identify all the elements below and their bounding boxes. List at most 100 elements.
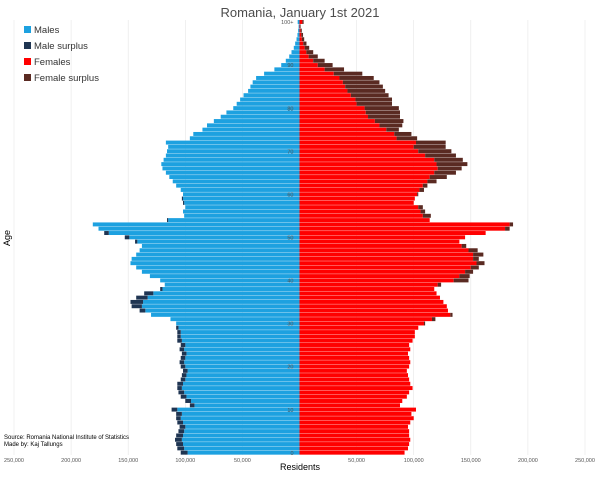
male-bar (202, 127, 300, 132)
female-surplus-bar (476, 261, 485, 266)
female-bar (299, 411, 412, 416)
male-bar (274, 67, 300, 72)
female-bar (299, 351, 408, 356)
legend-label: Females (34, 57, 71, 68)
female-surplus-bar (437, 282, 442, 287)
female-bar (299, 157, 435, 162)
male-surplus-bar (135, 239, 138, 244)
male-bar (163, 157, 300, 162)
male-bar (185, 364, 300, 369)
female-bar (299, 252, 474, 257)
male-surplus-bar (177, 330, 181, 335)
female-bar (299, 347, 411, 352)
female-bar (299, 226, 506, 231)
male-surplus-bar (180, 355, 186, 360)
male-surplus-bar (179, 347, 185, 352)
female-bar (299, 299, 444, 304)
female-surplus-bar (386, 127, 399, 132)
male-bar (170, 317, 300, 322)
female-bar (299, 45, 305, 50)
male-bar (145, 308, 300, 313)
female-bar (299, 360, 411, 365)
male-surplus-bar (183, 200, 185, 205)
female-bar (299, 287, 435, 291)
legend-swatch (24, 26, 31, 33)
female-surplus-bar (364, 106, 399, 111)
female-bar (299, 114, 369, 119)
male-bar (162, 287, 300, 291)
female-surplus-bar (473, 252, 484, 257)
female-surplus-bar (379, 123, 403, 128)
female-surplus-bar (313, 58, 325, 63)
male-surplus-bar (139, 308, 146, 313)
female-bar (299, 386, 413, 391)
female-bar (299, 162, 437, 167)
female-surplus-bar (459, 274, 470, 279)
female-surplus-bar (450, 312, 453, 317)
male-bar (151, 312, 300, 317)
male-bar (243, 93, 300, 98)
male-bar (296, 37, 300, 42)
male-surplus-bar (178, 429, 185, 434)
male-surplus-bar (144, 291, 154, 296)
female-surplus-bar (345, 84, 383, 89)
male-bar (184, 213, 300, 218)
female-bar (299, 123, 380, 128)
female-bar (299, 390, 410, 395)
legend-label: Female surplus (34, 73, 99, 84)
female-bar (299, 28, 301, 33)
male-bar (183, 381, 300, 386)
male-surplus-bar (181, 373, 187, 378)
female-bar (299, 187, 420, 192)
female-bar (299, 175, 430, 180)
male-bar (165, 153, 300, 158)
male-bar (183, 433, 300, 438)
female-bar (299, 330, 415, 335)
y-tick-label: 70 (287, 149, 293, 155)
male-bar (143, 299, 300, 304)
male-bar (172, 179, 300, 184)
female-bar (299, 170, 435, 175)
male-bar (176, 321, 300, 326)
male-bar (185, 424, 300, 429)
female-bar (299, 274, 460, 279)
male-bar (185, 343, 300, 347)
female-surplus-bar (505, 226, 510, 231)
male-bar (108, 231, 300, 236)
female-bar (299, 37, 302, 42)
female-bar (299, 127, 387, 132)
male-bar (183, 420, 300, 425)
y-tick-label: 100+ (281, 20, 293, 26)
female-bar (299, 222, 510, 227)
male-bar (181, 386, 300, 391)
female-surplus-bar (339, 75, 374, 80)
female-surplus-bar (413, 144, 446, 149)
legend-swatch (24, 74, 31, 81)
male-surplus-bar (179, 424, 186, 429)
male-surplus-bar (171, 407, 178, 412)
female-bar (299, 317, 432, 322)
male-surplus-bar (176, 433, 184, 438)
legend: Males Male surplus Females Female surplus (24, 25, 99, 84)
male-bar (180, 187, 300, 192)
male-surplus-bar (167, 218, 169, 223)
y-tick-label: 50 (287, 236, 293, 242)
female-bar (299, 41, 304, 46)
male-bar (131, 256, 300, 261)
female-bar (299, 442, 410, 447)
female-surplus-bar (434, 170, 456, 175)
female-bar (299, 278, 454, 283)
male-bar (184, 360, 300, 365)
female-surplus-bar (420, 209, 426, 214)
male-surplus-bar (180, 377, 186, 382)
female-surplus-bar (355, 97, 393, 102)
female-bar (299, 269, 466, 274)
female-surplus-bar (317, 63, 333, 68)
female-surplus-bar (333, 71, 363, 76)
x-tick-label: 150,000 (461, 458, 481, 464)
female-surplus-bar (473, 256, 479, 261)
male-bar (137, 239, 300, 244)
axes: 250,000 200,000 150,000 100,000 50,000 50,000… (4, 20, 595, 464)
